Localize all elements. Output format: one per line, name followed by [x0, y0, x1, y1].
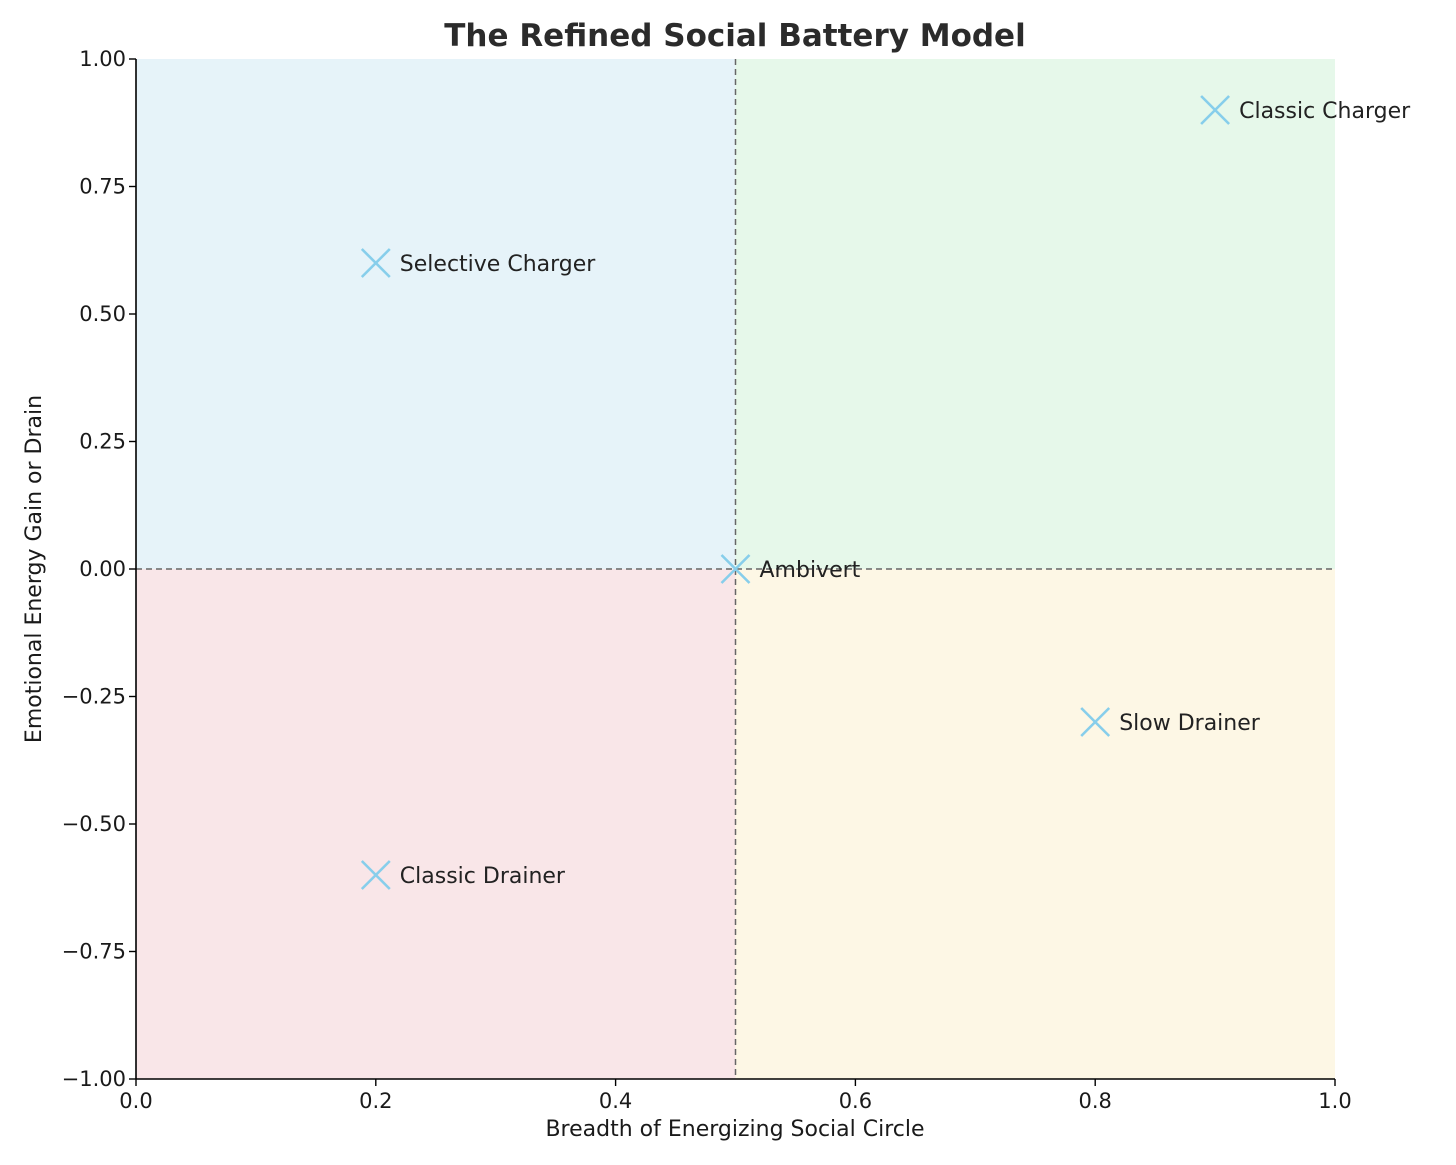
quadrant-backgrounds	[136, 59, 1335, 1079]
data-point: Ambivert	[720, 554, 861, 584]
x-tick-label: 0.4	[599, 1089, 632, 1113]
y-tick-label: −0.75	[62, 940, 126, 964]
quadrant-bottom-right	[735, 569, 1335, 1079]
data-point: Classic Drainer	[360, 860, 566, 890]
x-marker	[360, 248, 391, 278]
y-axis-label: Emotional Energy Gain or Drain	[22, 395, 47, 743]
x-tick-label: 0.2	[359, 1089, 392, 1113]
y-tick-label: −1.00	[62, 1067, 126, 1091]
x-tick-label: 0.8	[1078, 1089, 1111, 1113]
data-label: Classic Drainer	[400, 864, 566, 889]
quadrant-bottom-left	[136, 569, 736, 1079]
x-marker	[720, 554, 751, 584]
quadrant-top-left	[136, 59, 736, 569]
y-axis-ticks: 1.00 0.75 0.50 0.25 0.00 −0.25 −0.50 −0.75 −1.00	[62, 47, 136, 1091]
x-marker	[360, 860, 391, 890]
x-tick-label: 1.0	[1318, 1089, 1351, 1113]
data-label: Selective Charger	[400, 252, 596, 277]
x-marker	[1080, 707, 1111, 737]
data-points: Classic Charger Selective Charger Ambivert…	[360, 95, 1411, 890]
data-label: Classic Charger	[1239, 99, 1411, 124]
x-tick-label: 0.0	[119, 1089, 152, 1113]
y-tick-label: −0.50	[62, 812, 126, 836]
y-tick-label: 0.75	[79, 175, 126, 199]
y-tick-label: −0.25	[62, 685, 126, 709]
data-point: Classic Charger	[1200, 95, 1411, 125]
y-tick-label: 0.25	[79, 430, 126, 454]
x-axis-label: Breadth of Energizing Social Circle	[545, 1117, 924, 1142]
quadrant-top-right	[735, 59, 1335, 569]
data-label: Slow Drainer	[1119, 711, 1261, 736]
x-tick-label: 0.6	[839, 1089, 872, 1113]
y-tick-label: 1.00	[79, 47, 126, 71]
y-tick-label: 0.00	[79, 557, 126, 581]
data-point: Selective Charger	[360, 248, 596, 278]
data-point: Slow Drainer	[1080, 707, 1261, 737]
data-label: Ambivert	[760, 558, 861, 583]
x-marker	[1200, 95, 1231, 125]
y-tick-label: 0.50	[79, 302, 126, 326]
chart-title: The Refined Social Battery Model	[444, 18, 1025, 54]
x-axis-ticks: 0.0 0.2 0.4 0.6 0.8 1.0	[119, 1079, 1352, 1113]
